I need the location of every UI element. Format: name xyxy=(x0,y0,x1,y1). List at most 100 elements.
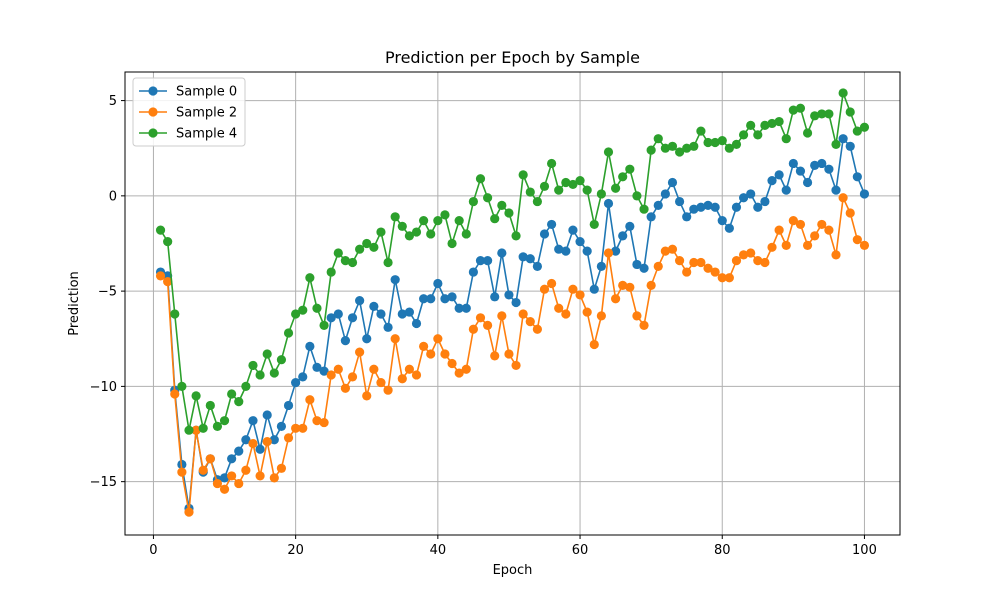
data-point xyxy=(575,290,585,300)
data-point xyxy=(653,261,663,271)
data-point xyxy=(746,248,756,258)
data-point xyxy=(838,193,848,203)
data-point xyxy=(340,383,351,393)
data-point xyxy=(639,320,649,331)
data-point xyxy=(696,202,706,212)
data-point xyxy=(738,130,749,140)
data-point xyxy=(483,193,493,203)
data-point xyxy=(582,185,592,195)
data-point xyxy=(234,478,244,489)
data-point xyxy=(618,231,628,241)
data-point xyxy=(682,143,692,153)
data-point xyxy=(802,128,813,138)
data-point xyxy=(539,181,550,191)
data-point xyxy=(767,176,777,186)
data-point xyxy=(219,416,230,426)
data-point xyxy=(568,225,578,235)
data-point xyxy=(355,296,365,306)
data-point xyxy=(340,336,351,346)
data-point xyxy=(411,318,422,329)
legend-marker xyxy=(148,128,158,138)
data-point xyxy=(632,259,642,270)
data-point xyxy=(554,303,564,313)
data-point xyxy=(838,134,848,144)
data-point xyxy=(767,242,777,252)
data-point xyxy=(589,339,599,350)
data-point xyxy=(262,349,272,359)
data-point xyxy=(554,185,564,195)
chart-title: Prediction per Epoch by Sample xyxy=(385,48,640,67)
data-point xyxy=(518,252,528,262)
data-point xyxy=(646,145,656,155)
data-point xyxy=(404,307,414,317)
legend-item: Sample 0 xyxy=(139,85,237,100)
legend: Sample 0 Sample 2 Sample 4 xyxy=(132,77,246,147)
data-point xyxy=(241,435,251,445)
data-point xyxy=(404,231,414,241)
data-point xyxy=(376,227,386,237)
data-point xyxy=(283,433,294,443)
data-point xyxy=(596,261,606,271)
legend-marker xyxy=(148,86,158,96)
y-tick-label: −10 xyxy=(90,380,117,395)
data-point xyxy=(518,309,528,319)
data-point xyxy=(689,141,699,151)
data-point xyxy=(788,158,798,169)
data-point xyxy=(276,463,287,473)
data-point xyxy=(859,189,870,199)
data-point xyxy=(682,267,692,277)
data-point xyxy=(433,216,443,226)
data-point xyxy=(674,147,685,157)
data-point xyxy=(490,292,500,302)
data-point xyxy=(355,347,365,357)
data-point xyxy=(781,185,791,195)
data-point xyxy=(397,221,407,231)
data-point xyxy=(674,196,685,207)
data-point xyxy=(447,292,457,302)
data-point xyxy=(717,216,727,226)
data-point xyxy=(746,189,756,199)
series-layer xyxy=(155,88,870,517)
grid xyxy=(125,72,900,535)
data-point xyxy=(461,364,471,374)
data-point xyxy=(859,122,870,132)
data-point xyxy=(433,334,443,344)
data-point xyxy=(582,307,592,317)
data-point xyxy=(660,189,670,199)
data-point xyxy=(596,311,606,321)
data-point xyxy=(746,120,756,130)
data-point xyxy=(596,189,606,199)
data-point xyxy=(845,107,855,117)
data-point xyxy=(426,294,436,304)
data-point xyxy=(511,297,521,308)
data-point xyxy=(838,88,848,98)
data-point xyxy=(511,360,521,371)
data-point xyxy=(283,328,294,338)
data-point xyxy=(198,465,208,475)
data-point xyxy=(362,238,372,249)
data-point xyxy=(724,273,734,283)
data-point xyxy=(667,177,678,188)
data-point xyxy=(298,305,308,315)
data-point xyxy=(362,334,372,344)
data-point xyxy=(561,246,571,256)
data-point xyxy=(660,143,670,153)
data-point xyxy=(582,246,592,256)
data-point xyxy=(177,467,187,477)
data-point xyxy=(468,196,478,207)
data-point xyxy=(362,391,372,401)
data-point xyxy=(475,174,486,184)
data-point xyxy=(639,204,649,214)
data-point xyxy=(731,139,742,149)
data-point xyxy=(326,370,336,380)
data-point xyxy=(603,198,614,209)
data-point xyxy=(760,196,770,207)
data-point xyxy=(575,176,585,186)
data-point xyxy=(852,235,862,245)
data-point xyxy=(611,183,621,193)
data-point xyxy=(369,364,379,374)
data-point xyxy=(717,135,727,146)
data-point xyxy=(774,225,784,235)
data-point xyxy=(234,446,244,456)
data-point xyxy=(390,212,400,222)
